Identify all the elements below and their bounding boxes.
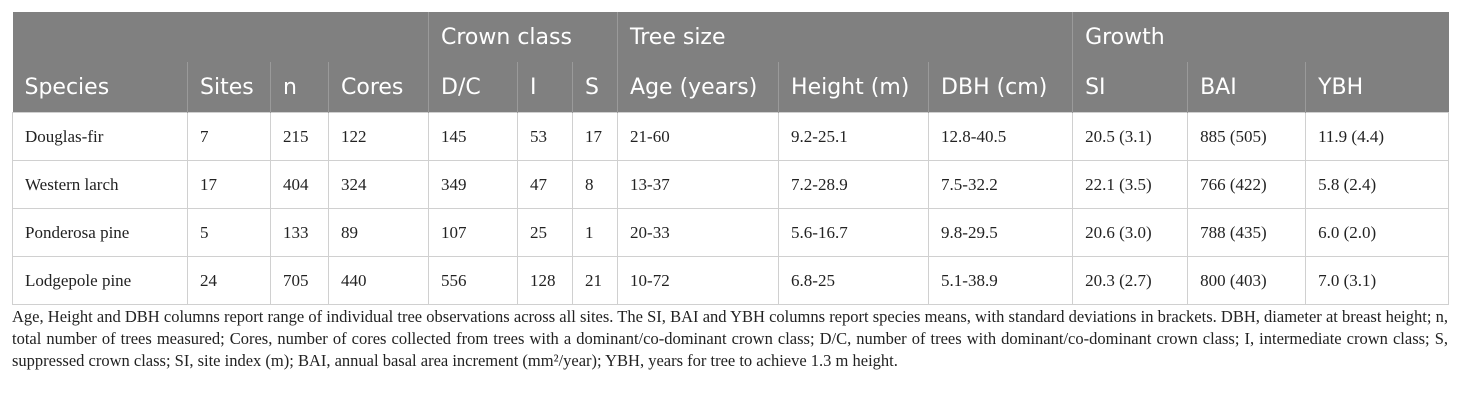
table-cell: 7.0 (3.1) [1305, 256, 1450, 305]
table-row: Douglas-fir 7 215 122 145 53 17 21-60 9.2-25.1 12… [12, 112, 1450, 161]
table-cell: 7.2-28.9 [778, 160, 930, 209]
column-header: BAI [1187, 62, 1306, 113]
table-cell: 705 [270, 256, 329, 305]
table-cell: 7.5-32.2 [928, 160, 1074, 209]
table-cell: 22.1 (3.5) [1072, 160, 1189, 209]
column-header: n [270, 62, 329, 113]
table-cell: 107 [428, 208, 518, 257]
column-header: D/C [428, 62, 518, 113]
column-header: SI [1072, 62, 1188, 113]
column-header: S [571, 62, 618, 113]
table-cell: 133 [270, 208, 329, 257]
table-cell: 17 [187, 160, 271, 209]
group-row: Crown class Tree size Growth [12, 12, 1449, 62]
table-cell: 766 (422) [1187, 160, 1307, 209]
table-cell: 5.1-38.9 [928, 256, 1074, 305]
table-cell: 440 [328, 256, 429, 305]
column-row: Species Sites n Cores D/C I S Age (years) Height… [12, 62, 1449, 113]
table-cell: Lodgepole pine [12, 256, 188, 305]
table-cell: 20-33 [617, 208, 780, 257]
table-cell: 10-72 [617, 256, 780, 305]
table-cell: 13-37 [617, 160, 780, 209]
table-body: Douglas-fir 7 215 122 145 53 17 21-60 9.2-25.1 12… [12, 112, 1450, 305]
group-header: Crown class [427, 12, 618, 62]
table-cell: 128 [517, 256, 573, 305]
column-header: Sites [187, 62, 271, 113]
table-cell: Western larch [12, 160, 188, 209]
blank-header [12, 12, 429, 62]
table-cell: 8 [571, 160, 619, 209]
table-cell: 122 [328, 112, 429, 161]
column-header: DBH (cm) [928, 62, 1073, 113]
table-cell: 17 [571, 112, 619, 161]
column-header: Cores [328, 62, 429, 113]
table-cell: 24 [187, 256, 271, 305]
table-cell: 324 [328, 160, 429, 209]
table-cell: Ponderosa pine [12, 208, 188, 257]
table-cell: 12.8-40.5 [928, 112, 1074, 161]
table-row: Ponderosa pine 5 133 89 107 25 1 20-33 5.6-16.7 9… [12, 208, 1450, 257]
table-cell: 349 [428, 160, 518, 209]
table-cell: 6.0 (2.0) [1305, 208, 1450, 257]
table-cell: 20.3 (2.7) [1072, 256, 1189, 305]
footnote: Age, Height and DBH columns report range… [12, 307, 1448, 370]
table-cell: 21 [571, 256, 619, 305]
table-row: Western larch 17 404 324 349 47 8 13-37 7.2-28.9… [12, 160, 1450, 209]
table-cell: 788 (435) [1187, 208, 1307, 257]
table-cell: 20.5 (3.1) [1072, 112, 1189, 161]
table-cell: 7 [187, 112, 271, 161]
table-cell: 9.8-29.5 [928, 208, 1074, 257]
table-cell: 5 [187, 208, 271, 257]
table-cell: 5.8 (2.4) [1305, 160, 1450, 209]
table-cell: 556 [428, 256, 518, 305]
table-cell: 6.8-25 [778, 256, 930, 305]
table-cell: 800 (403) [1187, 256, 1307, 305]
group-header: Growth [1072, 12, 1449, 62]
table-cell: 145 [428, 112, 518, 161]
table-cell: 25 [517, 208, 573, 257]
table-head: Crown class Tree size Growth Species Site… [12, 12, 1449, 113]
table-cell: 404 [270, 160, 329, 209]
table-cell: 89 [328, 208, 429, 257]
table-cell: Douglas-fir [12, 112, 188, 161]
table-cell: 215 [270, 112, 329, 161]
table-cell: 20.6 (3.0) [1072, 208, 1189, 257]
data-table: Crown class Tree size Growth Species Site… [12, 12, 1450, 305]
column-header: Height (m) [778, 62, 929, 113]
column-header: YBH [1305, 62, 1449, 113]
table-cell: 885 (505) [1187, 112, 1307, 161]
table-cell: 53 [517, 112, 573, 161]
table-cell: 21-60 [617, 112, 780, 161]
table-row: Lodgepole pine 24 705 440 556 128 21 10-72 6.8-2… [12, 256, 1450, 305]
column-header: Species [12, 62, 188, 113]
table-cell: 5.6-16.7 [778, 208, 930, 257]
table-cell: 1 [571, 208, 619, 257]
column-header: I [517, 62, 573, 113]
table-cell: 9.2-25.1 [778, 112, 930, 161]
table-cell: 11.9 (4.4) [1305, 112, 1450, 161]
table-cell: 47 [517, 160, 573, 209]
column-header: Age (years) [617, 62, 779, 113]
group-header: Tree size [617, 12, 1073, 62]
